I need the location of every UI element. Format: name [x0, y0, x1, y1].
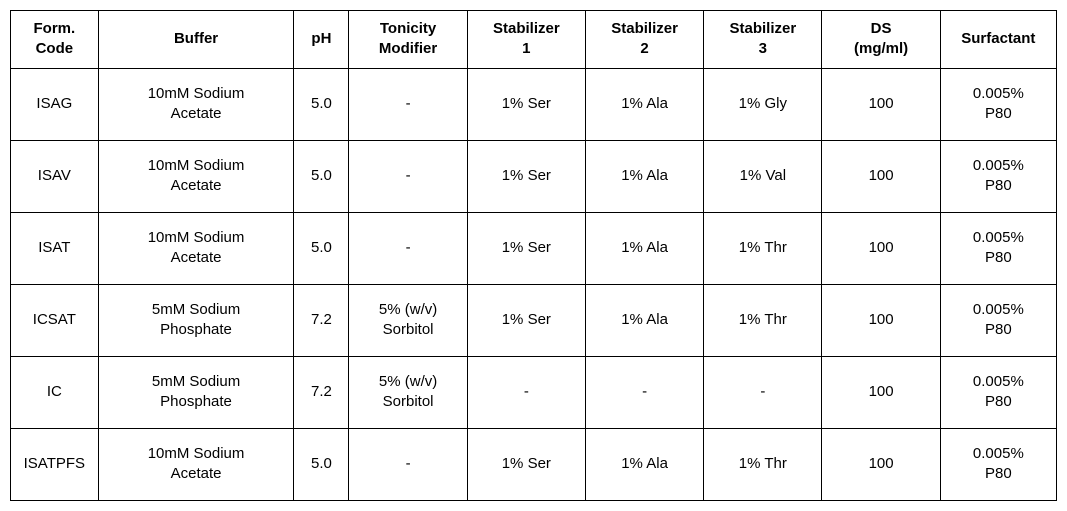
cell-surf: 0.005%P80 [940, 356, 1056, 428]
cell-tonicity: - [349, 212, 467, 284]
cell-ds: 100 [822, 68, 940, 140]
col-header-stab1: Stabilizer1 [467, 11, 585, 69]
cell-stab1: 1% Ser [467, 284, 585, 356]
table-row: ISAT 10mM SodiumAcetate 5.0 - 1% Ser 1% … [11, 212, 1057, 284]
cell-stab3: 1% Thr [704, 212, 822, 284]
table-row: ISATPFS 10mM SodiumAcetate 5.0 - 1% Ser … [11, 428, 1057, 500]
table-row: ISAG 10mM SodiumAcetate 5.0 - 1% Ser 1% … [11, 68, 1057, 140]
table-row: ICSAT 5mM SodiumPhosphate 7.2 5% (w/v)So… [11, 284, 1057, 356]
cell-stab3: - [704, 356, 822, 428]
formulation-table: Form.Code Buffer pH TonicityModifier Sta… [10, 10, 1057, 501]
col-header-ph: pH [294, 11, 349, 69]
cell-ph: 5.0 [294, 140, 349, 212]
cell-stab1: 1% Ser [467, 212, 585, 284]
cell-surf: 0.005%P80 [940, 284, 1056, 356]
cell-buffer: 10mM SodiumAcetate [98, 140, 294, 212]
col-header-buffer: Buffer [98, 11, 294, 69]
cell-buffer: 5mM SodiumPhosphate [98, 356, 294, 428]
cell-stab2: 1% Ala [585, 212, 703, 284]
col-header-stab3: Stabilizer3 [704, 11, 822, 69]
cell-tonicity: - [349, 428, 467, 500]
col-header-surf: Surfactant [940, 11, 1056, 69]
cell-ds: 100 [822, 356, 940, 428]
table-row: ISAV 10mM SodiumAcetate 5.0 - 1% Ser 1% … [11, 140, 1057, 212]
cell-tonicity: 5% (w/v)Sorbitol [349, 356, 467, 428]
cell-ph: 7.2 [294, 284, 349, 356]
cell-ph: 7.2 [294, 356, 349, 428]
cell-stab2: 1% Ala [585, 140, 703, 212]
cell-ds: 100 [822, 212, 940, 284]
cell-stab3: 1% Thr [704, 428, 822, 500]
cell-stab2: - [585, 356, 703, 428]
cell-ph: 5.0 [294, 428, 349, 500]
cell-surf: 0.005%P80 [940, 68, 1056, 140]
cell-ph: 5.0 [294, 68, 349, 140]
cell-buffer: 10mM SodiumAcetate [98, 68, 294, 140]
cell-buffer: 5mM SodiumPhosphate [98, 284, 294, 356]
cell-stab1: 1% Ser [467, 428, 585, 500]
col-header-ds: DS(mg/ml) [822, 11, 940, 69]
cell-stab3: 1% Gly [704, 68, 822, 140]
cell-stab3: 1% Val [704, 140, 822, 212]
cell-tonicity: - [349, 140, 467, 212]
col-header-stab2: Stabilizer2 [585, 11, 703, 69]
table-body: ISAG 10mM SodiumAcetate 5.0 - 1% Ser 1% … [11, 68, 1057, 500]
cell-ds: 100 [822, 284, 940, 356]
cell-stab1: - [467, 356, 585, 428]
cell-stab2: 1% Ala [585, 428, 703, 500]
cell-buffer: 10mM SodiumAcetate [98, 212, 294, 284]
cell-code: IC [11, 356, 99, 428]
col-header-code: Form.Code [11, 11, 99, 69]
cell-stab3: 1% Thr [704, 284, 822, 356]
col-header-tonicity: TonicityModifier [349, 11, 467, 69]
cell-ds: 100 [822, 428, 940, 500]
header-row: Form.Code Buffer pH TonicityModifier Sta… [11, 11, 1057, 69]
cell-stab2: 1% Ala [585, 284, 703, 356]
cell-tonicity: - [349, 68, 467, 140]
table-row: IC 5mM SodiumPhosphate 7.2 5% (w/v)Sorbi… [11, 356, 1057, 428]
cell-stab1: 1% Ser [467, 140, 585, 212]
cell-code: ISAT [11, 212, 99, 284]
cell-code: ISAV [11, 140, 99, 212]
cell-code: ISAG [11, 68, 99, 140]
cell-surf: 0.005%P80 [940, 212, 1056, 284]
cell-ph: 5.0 [294, 212, 349, 284]
cell-buffer: 10mM SodiumAcetate [98, 428, 294, 500]
cell-stab1: 1% Ser [467, 68, 585, 140]
cell-code: ICSAT [11, 284, 99, 356]
cell-surf: 0.005%P80 [940, 428, 1056, 500]
cell-tonicity: 5% (w/v)Sorbitol [349, 284, 467, 356]
cell-ds: 100 [822, 140, 940, 212]
cell-surf: 0.005%P80 [940, 140, 1056, 212]
cell-code: ISATPFS [11, 428, 99, 500]
cell-stab2: 1% Ala [585, 68, 703, 140]
